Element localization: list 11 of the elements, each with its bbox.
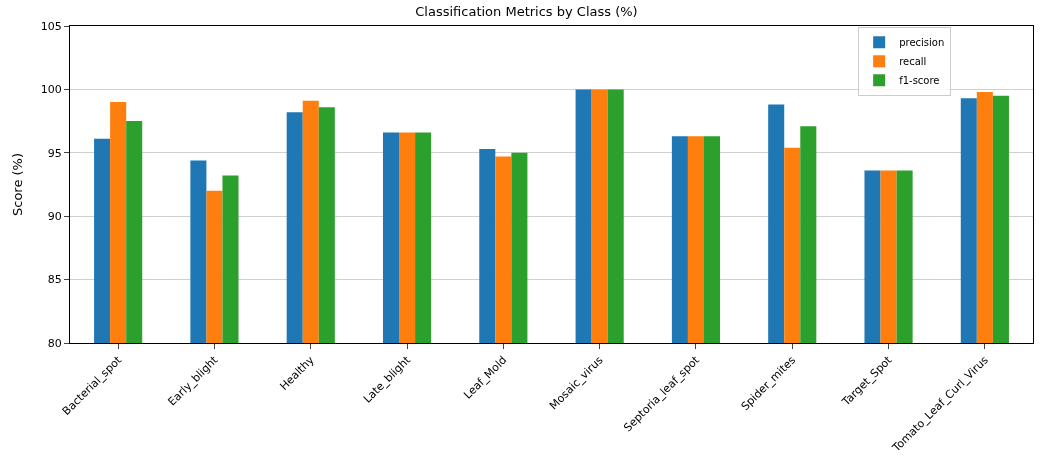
y-tick-label: 90 <box>47 210 62 224</box>
y-tick-label: 95 <box>47 146 62 160</box>
y-axis-title: Score (%) <box>9 152 25 217</box>
chart-title: Classification Metrics by Class (%) <box>415 3 638 19</box>
legend-label: precision <box>899 37 945 49</box>
legend-label: recall <box>899 56 927 68</box>
legend-label: f1-score <box>899 75 940 87</box>
y-tick-label: 85 <box>47 273 62 287</box>
y-tick-label: 105 <box>40 19 62 33</box>
y-tick-label: 80 <box>47 336 62 350</box>
y-tick-label: 100 <box>40 83 62 97</box>
